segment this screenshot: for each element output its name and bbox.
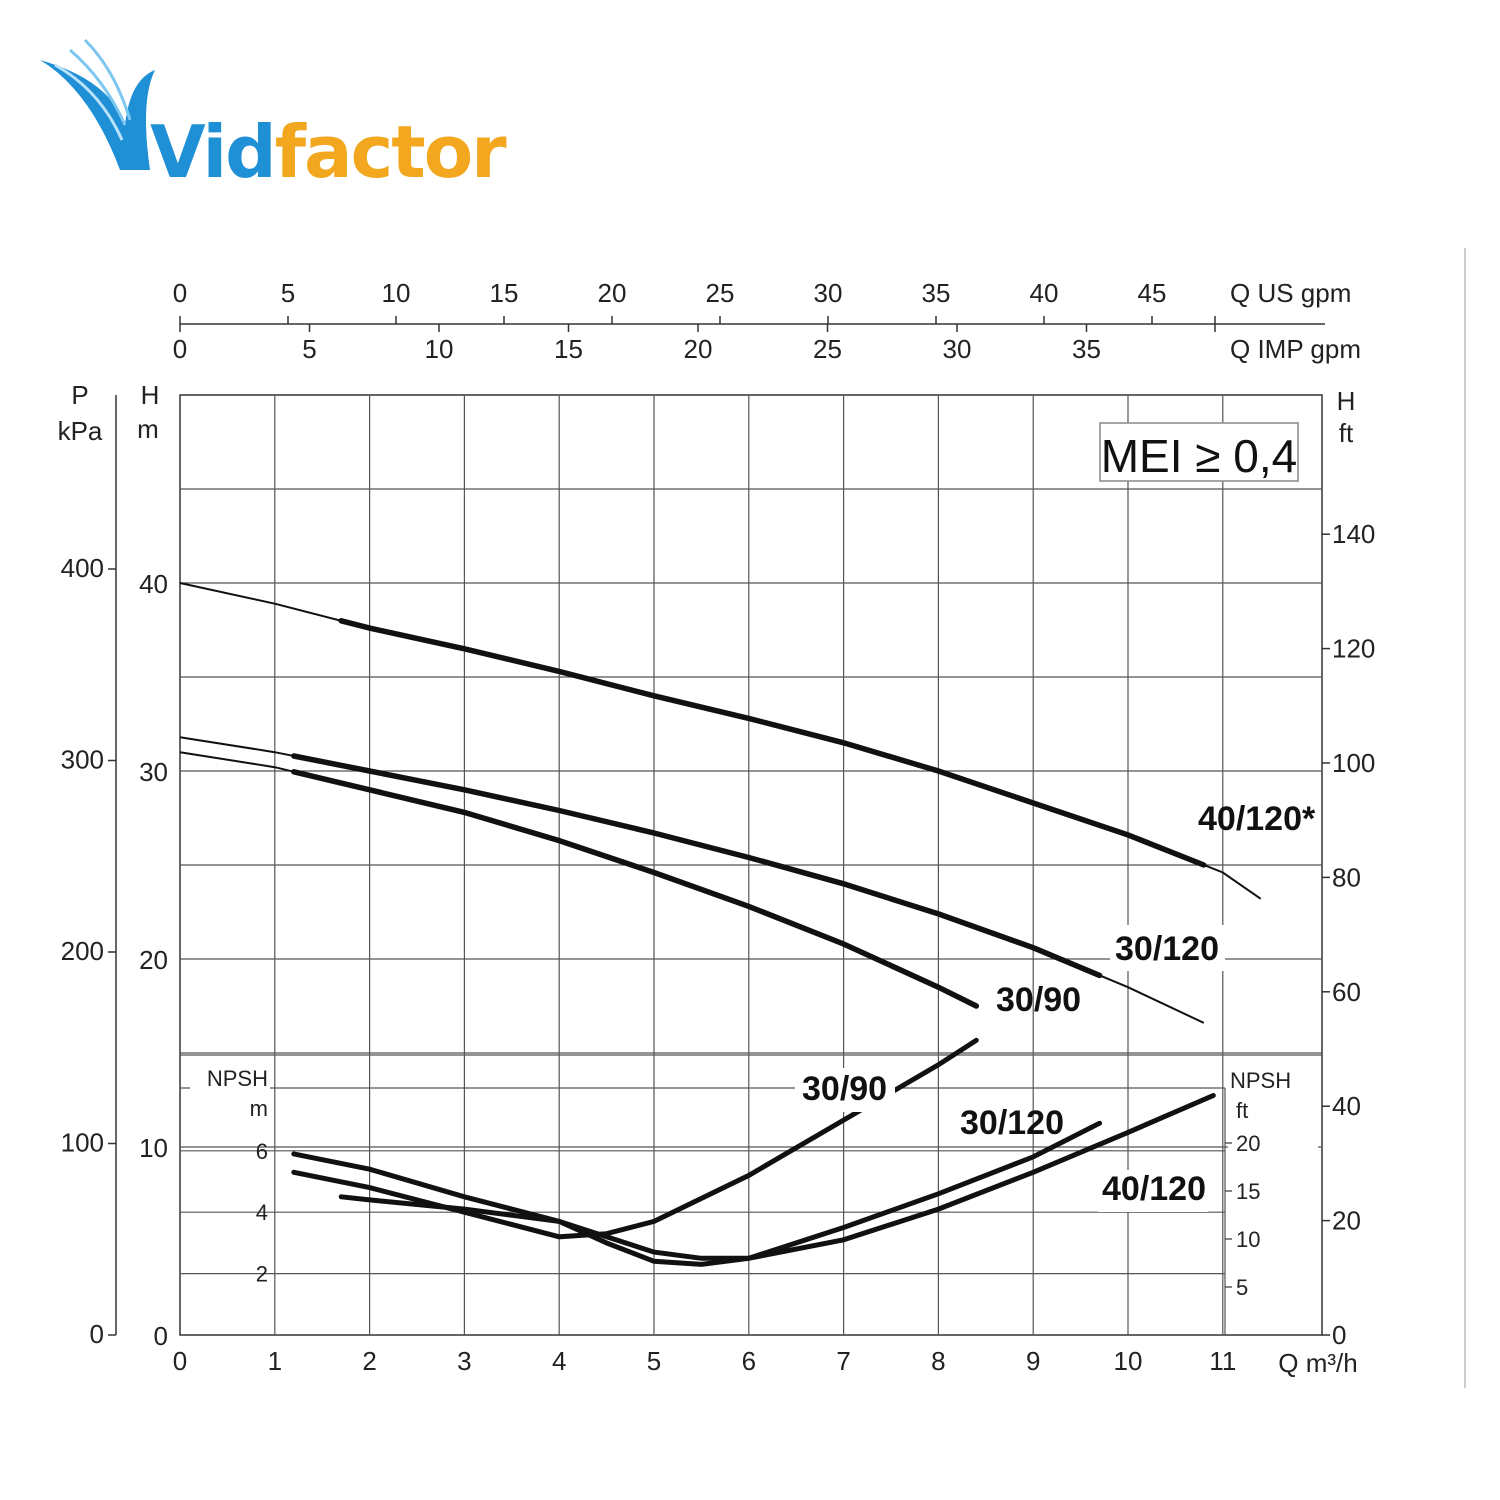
- us-gpm-tick-label: 25: [706, 278, 735, 308]
- logo-text: Vidfactor: [150, 110, 507, 194]
- head-m-axis-unit: m: [137, 414, 159, 444]
- npsh-m-tick-label: 6: [256, 1139, 268, 1164]
- head-m-axis-label: H: [141, 380, 160, 410]
- npsh-m-tick-label: 4: [256, 1200, 268, 1225]
- head-m-tick-label: 0: [154, 1321, 168, 1351]
- x-tick-label: 0: [173, 1346, 187, 1376]
- head-m-tick-label: 20: [139, 945, 168, 975]
- x-tick-label: 5: [647, 1346, 661, 1376]
- npsh-label-30-90: 30/90: [802, 1070, 887, 1108]
- label-bg: [1110, 925, 1225, 971]
- us-gpm-tick-label: 15: [490, 278, 519, 308]
- imp-gpm-tick-label: 35: [1072, 334, 1101, 364]
- label-bg: [795, 1068, 895, 1112]
- head-ft-axis-unit: ft: [1339, 418, 1354, 448]
- x-tick-label: 7: [836, 1346, 850, 1376]
- pressure-tick-label: 400: [61, 553, 104, 583]
- x-tick-label: 11: [1209, 1346, 1236, 1376]
- x-tick-label: 4: [552, 1346, 566, 1376]
- vidfactor-logo: Vidfactor: [30, 30, 507, 194]
- wing-icon: [40, 38, 155, 170]
- head-ft-tick-label: 140: [1332, 519, 1375, 549]
- us-gpm-unit: Q US gpm: [1230, 278, 1351, 308]
- pressure-axis-unit: kPa: [58, 416, 103, 446]
- imp-gpm-tick-label: 15: [554, 334, 583, 364]
- x-tick-label: 2: [362, 1346, 376, 1376]
- x-tick-label: 6: [742, 1346, 756, 1376]
- pressure-tick-label: 200: [61, 936, 104, 966]
- head-ft-axis-label: H: [1337, 386, 1356, 416]
- head-curve-bold-40-120-: [338, 618, 1207, 868]
- head-label-30-90: 30/90: [996, 981, 1081, 1019]
- us-gpm-tick-label: 10: [382, 278, 411, 308]
- head-ft-tick-label: 100: [1332, 748, 1375, 778]
- head-curve-bold-30-90: [291, 769, 980, 1009]
- us-gpm-tick-label: 0: [173, 278, 187, 308]
- imp-gpm-tick-label: 25: [813, 334, 842, 364]
- npsh-curve-30-120: [338, 1120, 1103, 1267]
- npsh-label-40-120: 40/120: [1102, 1170, 1206, 1208]
- head-curve-bold-30-120: [291, 753, 1103, 979]
- npsh-label-30-120: 30/120: [960, 1104, 1064, 1142]
- imp-gpm-tick-label: 5: [302, 334, 316, 364]
- head-ft-tick-label: 80: [1332, 862, 1361, 892]
- pressure-axis-label: P: [71, 380, 88, 410]
- head-m-tick-label: 10: [139, 1133, 168, 1163]
- head-ft-tick-label: 40: [1332, 1091, 1361, 1121]
- npsh-m-axis-label: NPSH: [207, 1066, 268, 1091]
- us-gpm-tick-label: 30: [814, 278, 843, 308]
- npsh-ft-axis-unit: ft: [1236, 1098, 1248, 1123]
- npsh-curve-40-120: [291, 1093, 1216, 1261]
- head-label-30-120: 30/120: [1115, 930, 1219, 968]
- imp-gpm-tick-label: 0: [173, 334, 187, 364]
- head-m-tick-label: 40: [139, 569, 168, 599]
- imp-gpm-tick-label: 30: [943, 334, 972, 364]
- npsh-ft-label-bg: [1228, 1060, 1318, 1330]
- x-tick-label: 10: [1114, 1346, 1143, 1376]
- us-gpm-tick-label: 40: [1030, 278, 1059, 308]
- x-axis-unit: Q m³/h: [1278, 1348, 1357, 1378]
- us-gpm-tick-label: 20: [598, 278, 627, 308]
- us-gpm-tick-label: 35: [922, 278, 951, 308]
- npsh-m-tick-label: 2: [256, 1262, 268, 1287]
- npsh-ft-axis-label: NPSH: [1230, 1068, 1291, 1093]
- head-ft-tick-label: 60: [1332, 977, 1361, 1007]
- npsh-ft-tick-label: 15: [1236, 1179, 1260, 1204]
- npsh-ft-tick-label: 10: [1236, 1227, 1260, 1252]
- us-gpm-tick-label: 5: [281, 278, 295, 308]
- us-gpm-tick-label: 45: [1138, 278, 1167, 308]
- label-bg: [1098, 1170, 1208, 1212]
- imp-gpm-unit: Q IMP gpm: [1230, 334, 1361, 364]
- head-ft-tick-label: 0: [1332, 1320, 1346, 1350]
- npsh-ft-tick-label: 5: [1236, 1275, 1248, 1300]
- imp-gpm-tick-label: 10: [425, 334, 454, 364]
- imp-gpm-tick-label: 20: [684, 334, 713, 364]
- npsh-m-axis-unit: m: [250, 1096, 268, 1121]
- logo-text-blue: Vid: [150, 110, 277, 194]
- x-tick-label: 9: [1026, 1346, 1040, 1376]
- head-ft-tick-label: 20: [1332, 1206, 1361, 1236]
- pressure-tick-label: 100: [61, 1128, 104, 1158]
- npsh-ft-tick-label: 20: [1236, 1131, 1260, 1156]
- npsh-label-bg: [190, 1060, 270, 1122]
- head-m-tick-label: 30: [139, 757, 168, 787]
- x-tick-label: 8: [931, 1346, 945, 1376]
- logo-text-yellow: factor: [274, 110, 507, 194]
- mei-badge-text: MEI ≥ 0,4: [1101, 430, 1298, 482]
- pressure-tick-label: 300: [61, 745, 104, 775]
- x-tick-label: 1: [268, 1346, 282, 1376]
- head-curve-30-90: [179, 751, 977, 1007]
- x-tick-label: 3: [457, 1346, 471, 1376]
- head-label-40-120: 40/120*: [1198, 800, 1316, 838]
- head-ft-tick-label: 120: [1332, 634, 1375, 664]
- mei-badge-box: [1099, 422, 1299, 482]
- pressure-tick-label: 0: [90, 1319, 104, 1349]
